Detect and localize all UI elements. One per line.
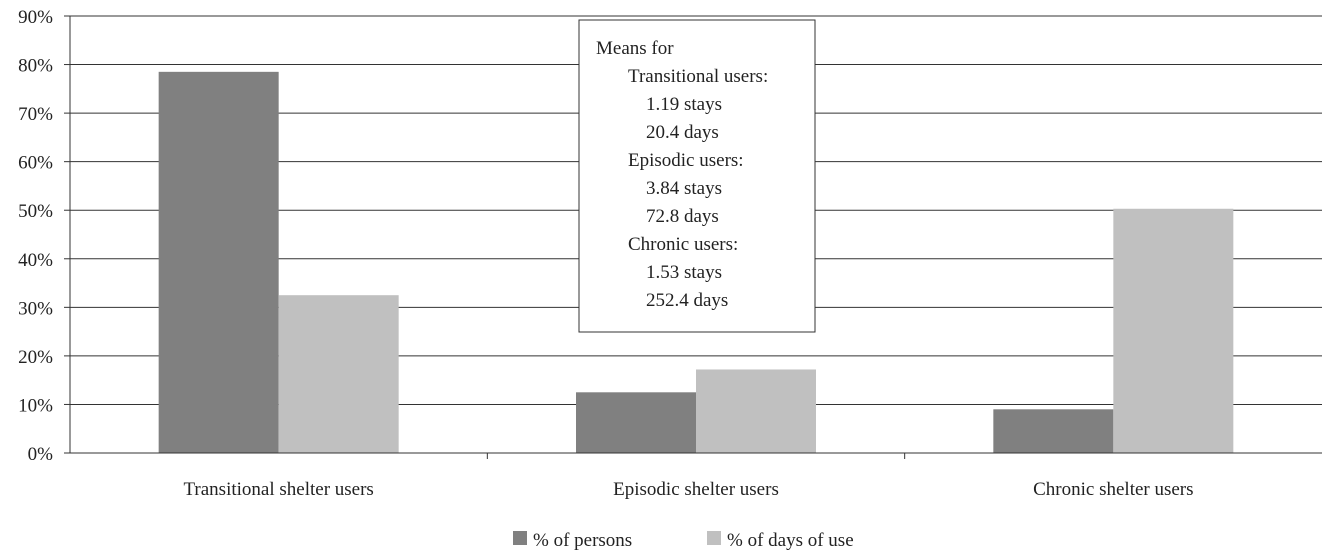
legend-label-persons: % of persons xyxy=(533,530,632,551)
bar-days-of-use xyxy=(696,369,816,453)
y-tick-label: 80% xyxy=(18,56,53,77)
annotation-box: Means for Transitional users: 1.19 stays… xyxy=(578,19,816,333)
axes xyxy=(69,16,1322,459)
annotation-line: 252.4 days xyxy=(646,290,728,311)
annotation-line: Episodic users: xyxy=(628,150,744,171)
annotation-line: Chronic users: xyxy=(628,234,738,255)
bars xyxy=(158,71,1234,453)
annotation-line: 1.19 stays xyxy=(646,94,722,115)
y-tick-label: 10% xyxy=(18,395,53,416)
annotation-line: Means for xyxy=(596,38,674,59)
annotation-line: 20.4 days xyxy=(646,122,719,143)
y-tick-label: 70% xyxy=(18,104,53,125)
y-tick-label: 90% xyxy=(18,7,53,28)
legend: % of persons % of days of use xyxy=(513,530,854,551)
x-category-label: Chronic shelter users xyxy=(1033,479,1193,500)
y-tick-label: 50% xyxy=(18,201,53,222)
bar-days-of-use xyxy=(278,295,399,453)
legend-label-days: % of days of use xyxy=(727,530,854,551)
annotation-line: 1.53 stays xyxy=(646,262,722,283)
y-tick-label: 30% xyxy=(18,298,53,319)
legend-swatch-days xyxy=(707,531,721,545)
y-tick-label: 20% xyxy=(18,347,53,368)
y-tick-label: 40% xyxy=(18,250,53,271)
x-category-label: Transitional shelter users xyxy=(183,479,373,500)
annotation-frame xyxy=(578,19,816,333)
y-axis-ticks: 0% 10% 20% 30% 40% 50% 60% 70% 80% 90% xyxy=(18,7,70,465)
annotation-line: Transitional users: xyxy=(628,66,768,87)
x-category-label: Episodic shelter users xyxy=(613,479,779,500)
annotation-line: 72.8 days xyxy=(646,206,719,227)
y-tick-label: 0% xyxy=(28,444,54,465)
bar-persons xyxy=(576,392,696,453)
bar-persons xyxy=(993,409,1114,453)
bar-days-of-use xyxy=(1113,208,1234,453)
annotation-line: 3.84 stays xyxy=(646,178,722,199)
bar-persons xyxy=(158,71,279,453)
y-tick-label: 60% xyxy=(18,153,53,174)
x-axis-labels: Transitional shelter users Episodic shelt… xyxy=(183,479,1193,500)
legend-swatch-persons xyxy=(513,531,527,545)
